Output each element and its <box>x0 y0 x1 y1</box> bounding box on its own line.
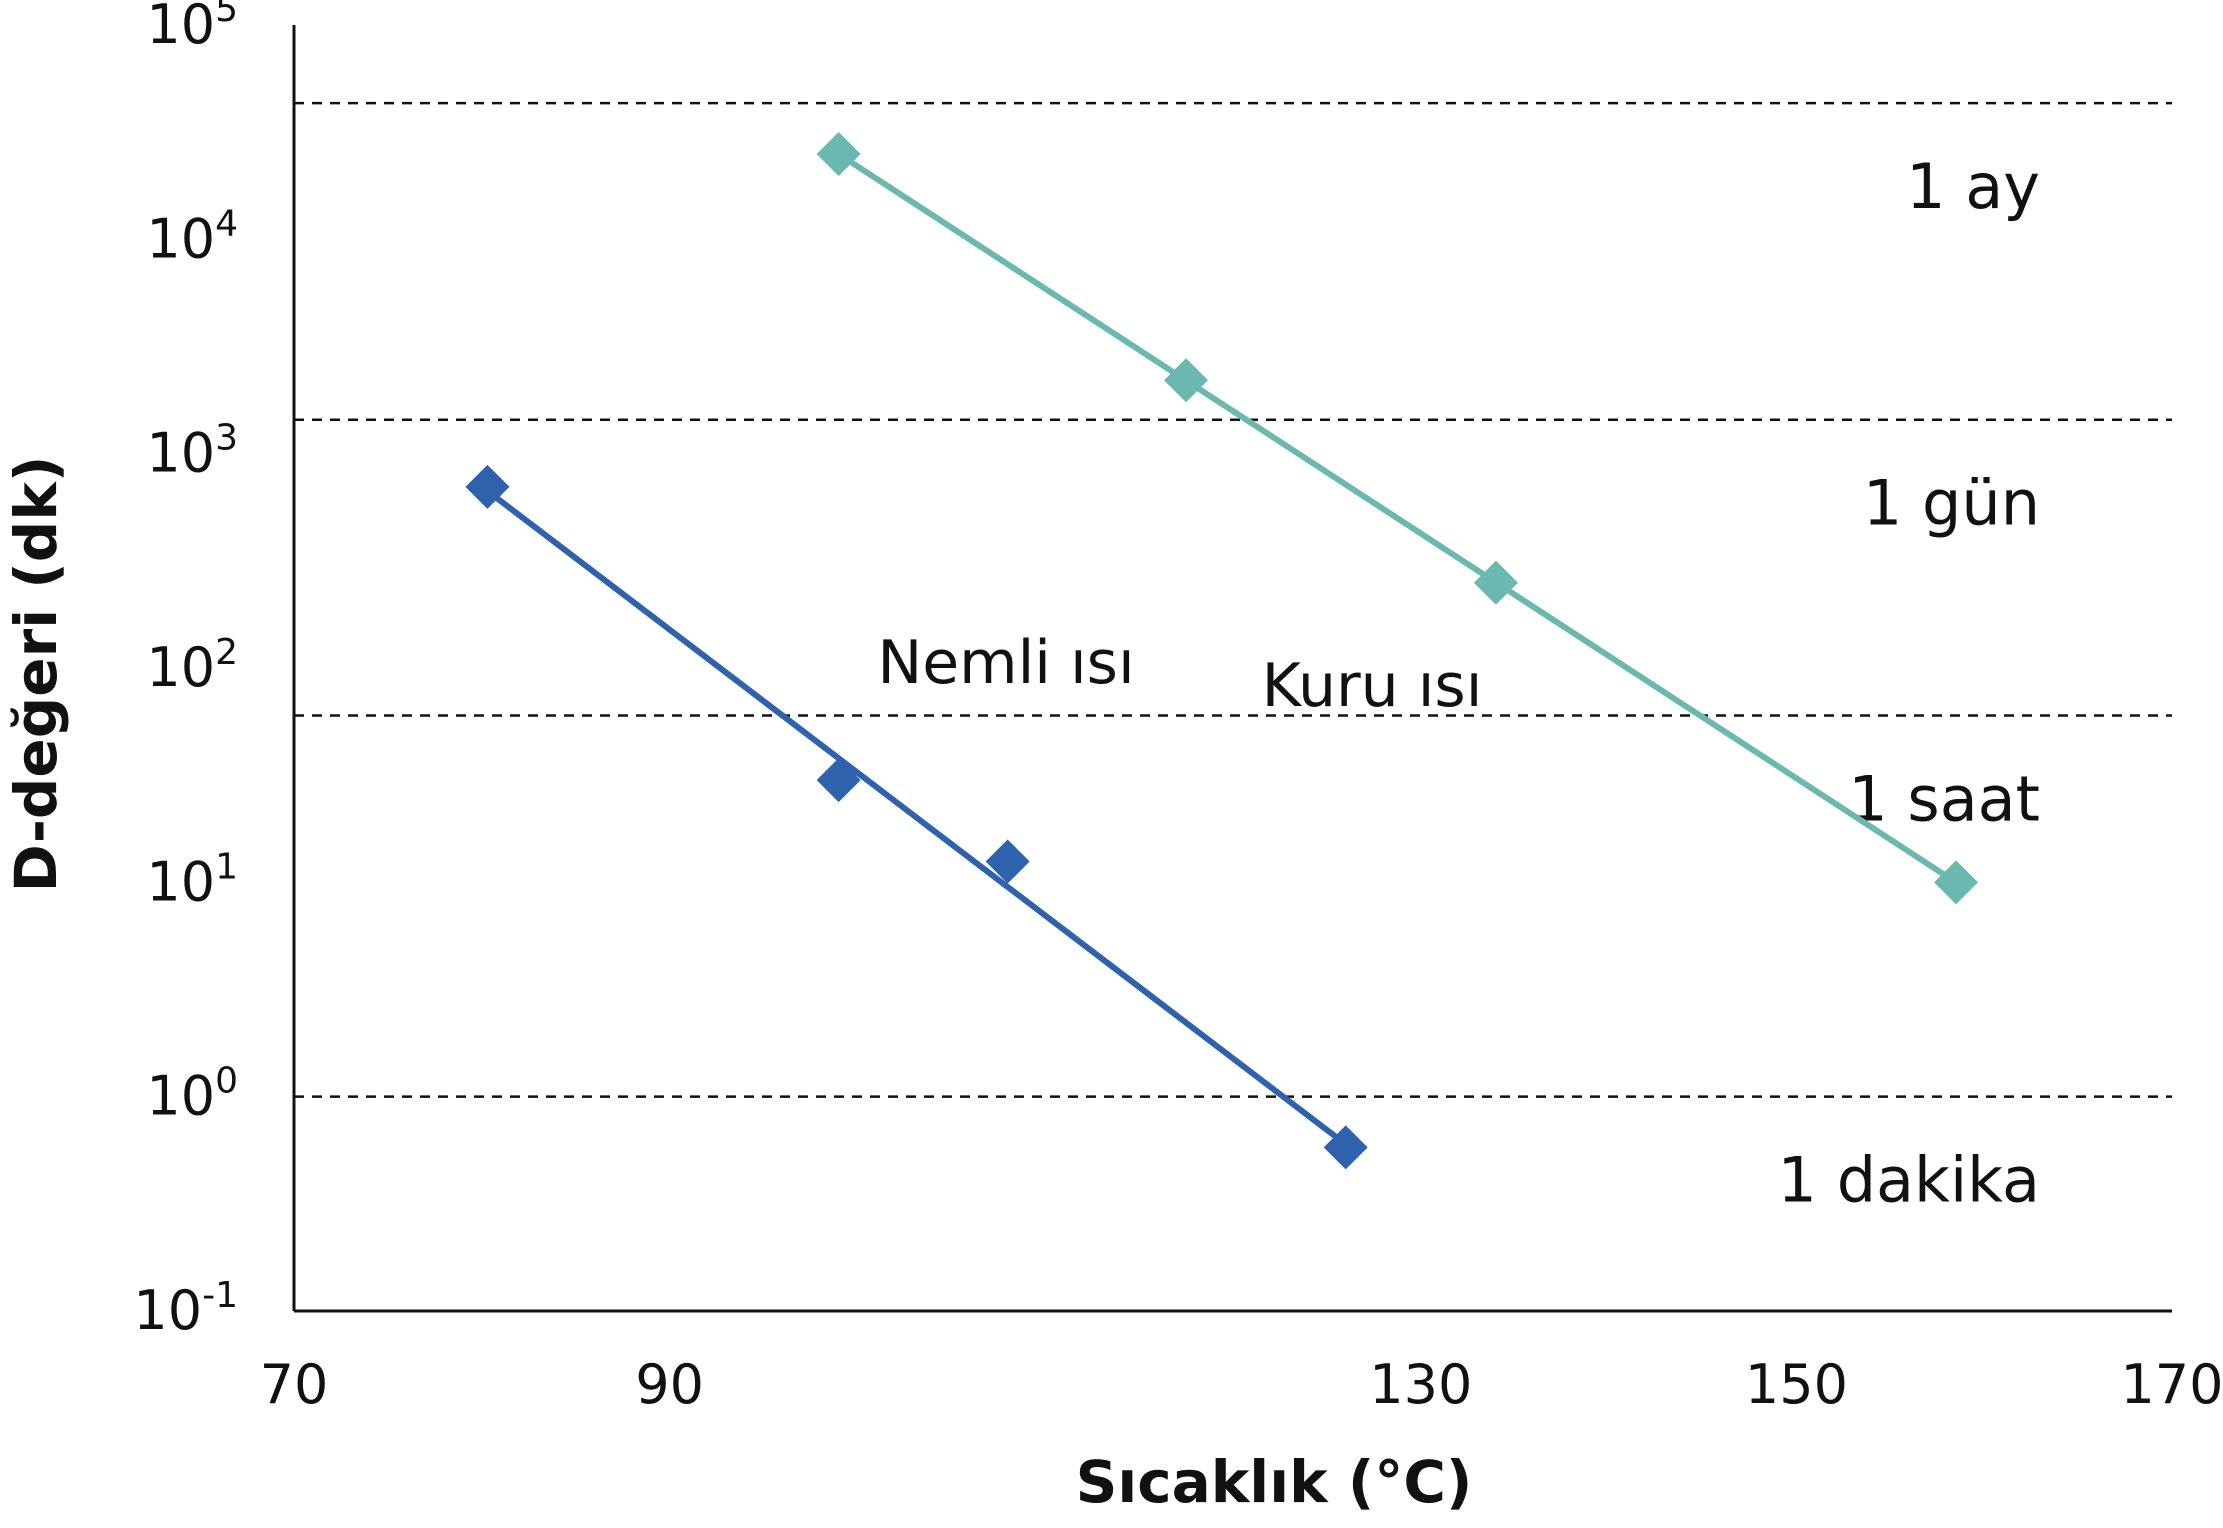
x-tick-label: 90 <box>635 1353 704 1416</box>
series-label: Nemli ısı <box>877 628 1134 698</box>
y-tick-label: 103 <box>146 418 238 485</box>
trendline <box>485 488 1348 1147</box>
series-layer <box>465 132 1979 1170</box>
data-point <box>1473 560 1518 605</box>
reference-label: 1 dakika <box>1778 1144 2040 1217</box>
series-label: Kuru ısı <box>1262 651 1483 721</box>
y-tick-base: 10 <box>146 1065 215 1128</box>
y-tick-exponent: 2 <box>215 632 238 673</box>
y-tick-label: 102 <box>146 632 238 699</box>
x-tick-label: 170 <box>2120 1353 2223 1416</box>
axes <box>292 25 2172 1313</box>
y-tick-base: 10 <box>146 422 215 485</box>
reference-label: 1 ay <box>1906 150 2040 223</box>
y-tick-exponent: 3 <box>215 418 238 459</box>
y-tick-exponent: 1 <box>215 846 238 887</box>
series-group <box>465 464 1368 1170</box>
x-tick-labels: 70 90 130 150 170 <box>260 1353 2223 1416</box>
y-tick-exponent: -1 <box>202 1275 238 1316</box>
y-tick-label: 100 <box>146 1061 238 1128</box>
y-tick-base: 10 <box>133 1279 202 1342</box>
x-tick-label: 70 <box>260 1353 329 1416</box>
y-tick-exponent: 4 <box>215 203 238 244</box>
y-tick-base: 10 <box>146 0 215 56</box>
reference-lines <box>294 101 2172 1098</box>
y-tick-label: 101 <box>146 846 238 913</box>
data-point <box>816 758 861 803</box>
series-group <box>816 132 1979 905</box>
data-point <box>1164 358 1209 403</box>
y-tick-base: 10 <box>146 850 215 913</box>
y-tick-base: 10 <box>146 636 215 699</box>
x-axis-title: Sıcaklık (°C) <box>1076 1448 1473 1516</box>
y-tick-label: 105 <box>146 0 238 56</box>
y-tick-label: 104 <box>146 203 238 270</box>
trendline <box>836 151 1958 885</box>
y-tick-base: 10 <box>146 207 215 270</box>
x-tick-label: 150 <box>1745 1353 1848 1416</box>
x-tick-label: 130 <box>1369 1353 1472 1416</box>
reference-label: 1 saat <box>1848 763 2040 836</box>
reference-labels: 1 ay 1 gün 1 saat 1 dakika <box>1778 150 2040 1217</box>
y-axis-title: D-değeri (dk) <box>2 456 70 893</box>
data-point <box>816 132 861 177</box>
data-point <box>1323 1125 1368 1170</box>
data-point <box>1934 860 1979 905</box>
series-labels: Nemli ısı Kuru ısı <box>877 628 1482 721</box>
y-tick-label: 10-1 <box>133 1275 238 1342</box>
y-tick-exponent: 0 <box>215 1061 238 1102</box>
data-point <box>985 839 1030 884</box>
data-point <box>465 464 510 509</box>
reference-label: 1 gün <box>1863 467 2040 540</box>
y-tick-exponent: 5 <box>215 0 238 30</box>
